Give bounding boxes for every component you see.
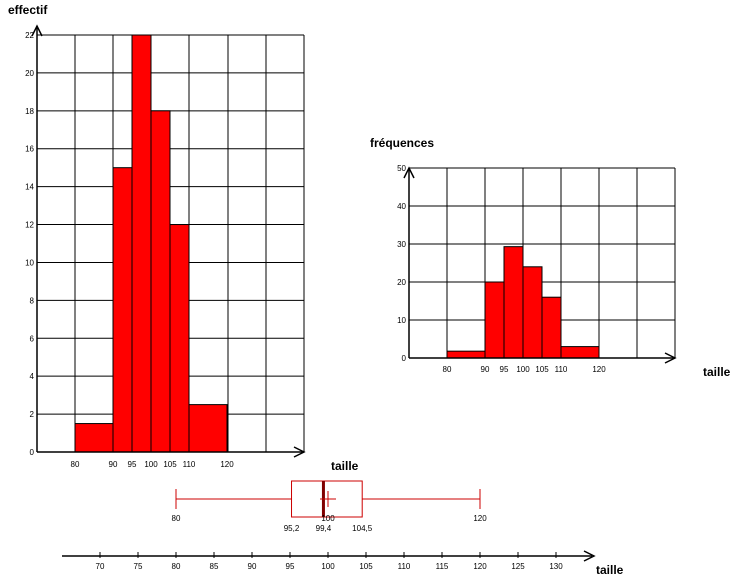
h2-y-tick-label: 40 [397,202,406,211]
h1-y-tick-label: 8 [30,296,35,305]
h1-bar [112,167,133,453]
h1-y-tick-label: 18 [25,107,34,116]
h1-bar [169,224,190,453]
box-iqr [291,480,363,518]
h2-x-tick-label: 120 [592,365,606,374]
h2-bar [503,246,524,359]
h2-x-tick-label: 90 [481,365,490,374]
h1-x-arrow [293,446,306,458]
h2-y-tick-label: 0 [402,354,407,363]
box-axis-tick-label: 80 [172,562,181,571]
h1-bar [74,423,114,453]
box-value-label: 120 [473,514,487,523]
h2-y-tick-label: 50 [397,164,406,173]
h2-bar [446,350,486,359]
box-axis-tick-label: 110 [398,562,411,571]
h2-bar [560,346,600,359]
h1-y-tick-label: 2 [30,410,35,419]
h2-y-tick-label: 20 [397,278,406,287]
box-axis-label: taille [596,563,624,577]
h2-y-tick-label: 30 [397,240,406,249]
box-axis-tick-label: 105 [359,562,373,571]
h1-bar [150,110,171,453]
h2-y-tick-label: 10 [397,316,406,325]
h1-x-tick-label: 100 [144,460,158,469]
histogram-frequences: 0 10 20 30 40 50 80 90 95 100 105 110 120 fréquences t… [370,136,731,379]
box-value-label: 104,5 [352,524,373,533]
h1-y-tick-label: 16 [25,145,34,154]
h2-bar [522,266,543,359]
h1-y-tick-label: 0 [30,448,35,457]
h1-bar [131,34,152,453]
h2-x-axis-label: taille [703,365,731,379]
box-axis-tick-label: 130 [549,562,563,571]
h2-x-tick-label: 100 [516,365,530,374]
h2-y-axis-label: fréquences [370,136,434,150]
h2-x-tick-label: 80 [443,365,452,374]
h1-x-tick-label: 90 [109,460,118,469]
h2-x-arrow [664,352,677,364]
h1-y-tick-label: 12 [25,221,34,230]
h2-x-tick-label: 105 [535,365,549,374]
box-axis-tick-label: 115 [436,562,449,571]
h1-x-tick-label: 95 [128,460,137,469]
h1-y-tick-label: 14 [25,183,34,192]
h1-x-tick-label: 110 [183,460,196,469]
h1-bar [188,404,228,453]
h1-x-axis-label: taille [331,459,359,473]
box-value-label: 95,2 [284,524,300,533]
box-axis-tick-label: 100 [321,562,335,571]
box-value-label: 99,4 [316,524,332,533]
box-axis-tick-label: 90 [248,562,257,571]
h2-x-tick-label: 95 [500,365,509,374]
histogram-effectif: 0 2 4 6 8 10 12 14 16 18 20 22 80 90 95 100 105 110 120 eff… [8,3,359,473]
box-axis-tick-label: 70 [96,562,105,571]
box-axis-tick-label: 125 [511,562,525,571]
h1-y-arrow [31,24,43,37]
h1-y-tick-label: 10 [25,258,34,267]
h1-y-tick-label: 4 [30,372,35,381]
h1-y-axis-label: effectif [8,3,48,17]
box-value-label: 100 [321,514,335,523]
box-axis-tick-label: 95 [286,562,295,571]
h1-x-tick-label: 120 [220,460,234,469]
box-value-label: 80 [172,514,181,523]
h2-bar [484,281,505,359]
h2-x-tick-label: 110 [555,365,568,374]
h2-y-arrow [403,166,415,179]
h1-y-tick-label: 20 [25,69,34,78]
h1-y-tick-label: 22 [25,31,34,40]
h1-y-tick-label: 6 [30,334,35,343]
h1-x-tick-label: 105 [163,460,177,469]
h1-x-tick-label: 80 [71,460,80,469]
box-axis-tick-label: 85 [210,562,219,571]
h2-bar [541,296,562,359]
box-axis-tick-label: 120 [473,562,487,571]
box-axis-tick-label: 75 [134,562,143,571]
box-axis-arrow [583,550,596,562]
